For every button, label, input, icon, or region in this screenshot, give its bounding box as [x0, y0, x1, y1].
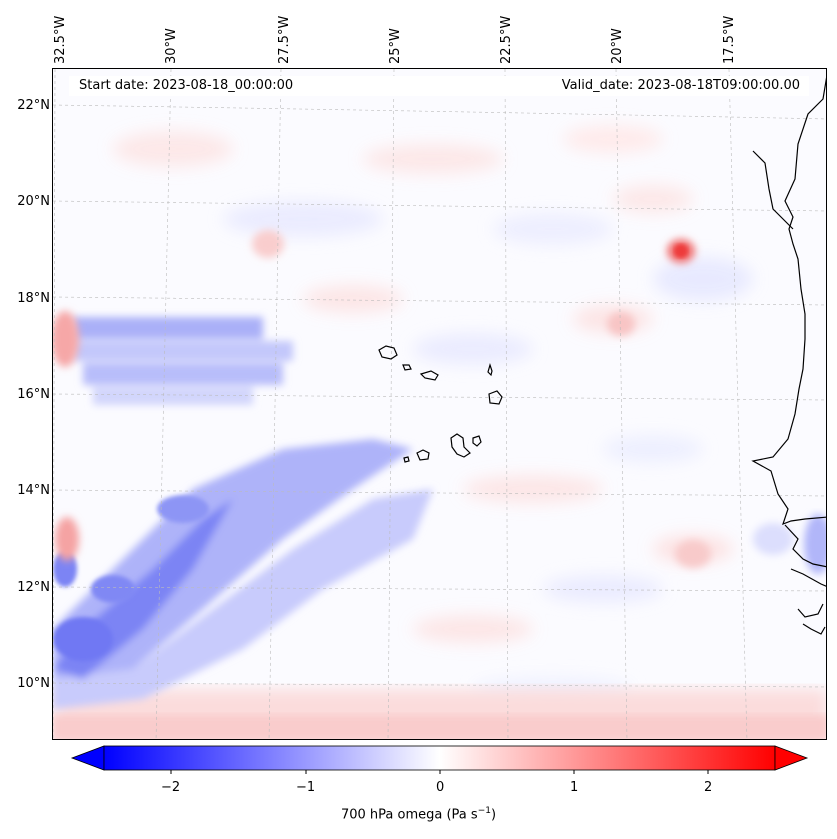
lat-label-20n: 20°N [17, 194, 50, 209]
lat-label-16n: 16°N [17, 387, 50, 402]
omega-field [53, 69, 826, 739]
colorbar-title: 700 hPa omega (Pa s−1) [340, 806, 497, 823]
lon-label-20w: 20°W [610, 28, 625, 64]
info-bar [69, 76, 809, 96]
start-date-label: Start date: 2023-08-18_00:00:00 [79, 78, 294, 93]
lon-label-30w: 30°W [164, 28, 179, 64]
colorbar-min-extend [70, 745, 105, 771]
lat-label-18n: 18°N [17, 291, 50, 306]
colorbar-units-exponent: −1 [477, 806, 491, 816]
colorbar-tick-1: 1 [570, 780, 579, 795]
colorbar [70, 745, 809, 774]
coastline [751, 77, 826, 635]
colorbar-variable: 700 hPa omega [340, 807, 443, 823]
cape-verde-islands [378, 345, 503, 463]
colorbar-units: Pa s [451, 807, 478, 823]
lon-label-22.5w: 22.5°W [499, 15, 514, 64]
colorbar-tick-neg1: −1 [296, 780, 316, 795]
lat-label-14n: 14°N [17, 483, 50, 498]
lon-label-27.5w: 27.5°W [277, 15, 292, 64]
colorbar-max-extend [774, 745, 809, 771]
lat-label-22n: 22°N [17, 98, 50, 113]
lon-label-17.5w: 17.5°W [722, 15, 737, 64]
map-panel[interactable] [52, 68, 827, 740]
valid-date-label: Valid_date: 2023-08-18T09:00:00.00 [561, 78, 800, 93]
lon-label-25w: 25°W [388, 28, 403, 64]
colorbar-tick-neg2: −2 [161, 780, 181, 795]
lon-label-32.5w: 32.5°W [53, 15, 68, 64]
colorbar-gradient [103, 745, 776, 771]
lat-label-10n: 10°N [17, 676, 50, 691]
colorbar-tick-0: 0 [436, 780, 445, 795]
colorbar-tick-2: 2 [704, 780, 713, 795]
lat-label-12n: 12°N [17, 580, 50, 595]
